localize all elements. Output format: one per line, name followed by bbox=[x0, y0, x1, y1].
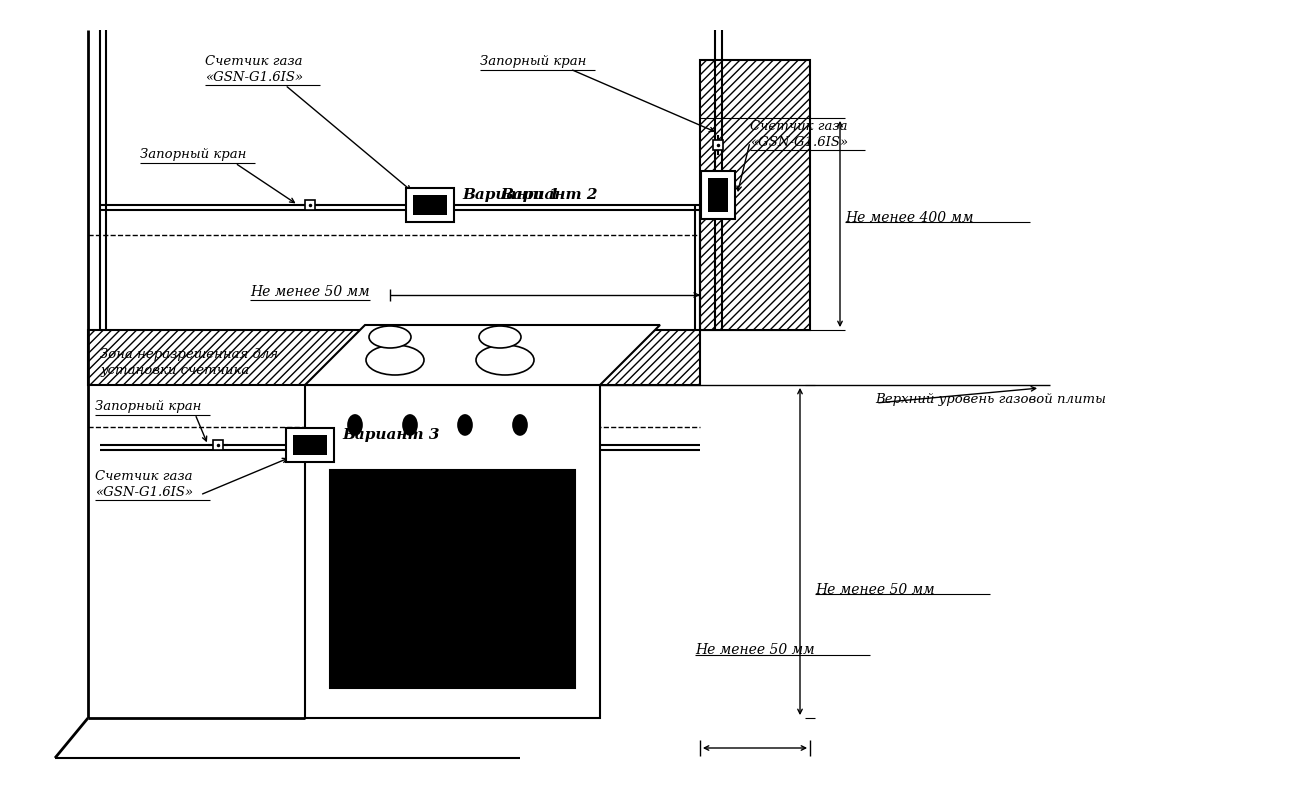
Text: Счетчик газа: Счетчик газа bbox=[96, 470, 193, 483]
Text: Не менее 50 мм: Не менее 50 мм bbox=[815, 583, 934, 597]
Text: Вариант 1: Вариант 1 bbox=[463, 188, 559, 202]
Bar bbox=[713, 140, 724, 150]
Bar bbox=[88, 330, 700, 385]
Bar bbox=[305, 200, 315, 210]
Bar bbox=[413, 195, 447, 215]
Bar bbox=[700, 60, 810, 330]
Ellipse shape bbox=[475, 345, 534, 375]
Text: Не менее 400 мм: Не менее 400 мм bbox=[845, 211, 973, 225]
Ellipse shape bbox=[403, 415, 417, 435]
Text: Вариант 3: Вариант 3 bbox=[342, 428, 439, 442]
Bar bbox=[702, 171, 735, 219]
Polygon shape bbox=[305, 325, 660, 385]
Ellipse shape bbox=[366, 345, 424, 375]
Ellipse shape bbox=[457, 415, 472, 435]
Bar bbox=[329, 470, 575, 688]
Bar bbox=[406, 188, 453, 222]
Text: Счетчик газа: Счетчик газа bbox=[749, 120, 848, 133]
Ellipse shape bbox=[479, 326, 521, 348]
Bar bbox=[286, 428, 335, 462]
Bar bbox=[305, 385, 599, 718]
Ellipse shape bbox=[348, 415, 362, 435]
Ellipse shape bbox=[513, 415, 527, 435]
Text: Запорный кран: Запорный кран bbox=[96, 400, 202, 413]
Text: «GSN-G1.6IS»: «GSN-G1.6IS» bbox=[749, 136, 848, 149]
Text: «GSN-G1.6IS»: «GSN-G1.6IS» bbox=[96, 486, 193, 499]
Text: Верхний уровень газовой плиты: Верхний уровень газовой плиты bbox=[875, 394, 1106, 407]
Bar bbox=[293, 435, 327, 455]
Text: Не менее 50 мм: Не менее 50 мм bbox=[695, 643, 815, 657]
Text: Зона неразрешенная для: Зона неразрешенная для bbox=[99, 348, 278, 361]
Text: Запорный кран: Запорный кран bbox=[481, 55, 587, 68]
Text: «GSN-G1.6IS»: «GSN-G1.6IS» bbox=[205, 71, 304, 84]
Text: Вариант 2: Вариант 2 bbox=[500, 188, 597, 202]
Bar bbox=[213, 440, 224, 450]
Text: Запорный кран: Запорный кран bbox=[140, 148, 247, 161]
Text: Не менее 50 мм: Не менее 50 мм bbox=[249, 285, 370, 299]
Text: установки счетчика: установки счетчика bbox=[99, 364, 249, 377]
Text: Счетчик газа: Счетчик газа bbox=[205, 55, 302, 68]
Bar bbox=[708, 178, 727, 212]
Ellipse shape bbox=[370, 326, 411, 348]
